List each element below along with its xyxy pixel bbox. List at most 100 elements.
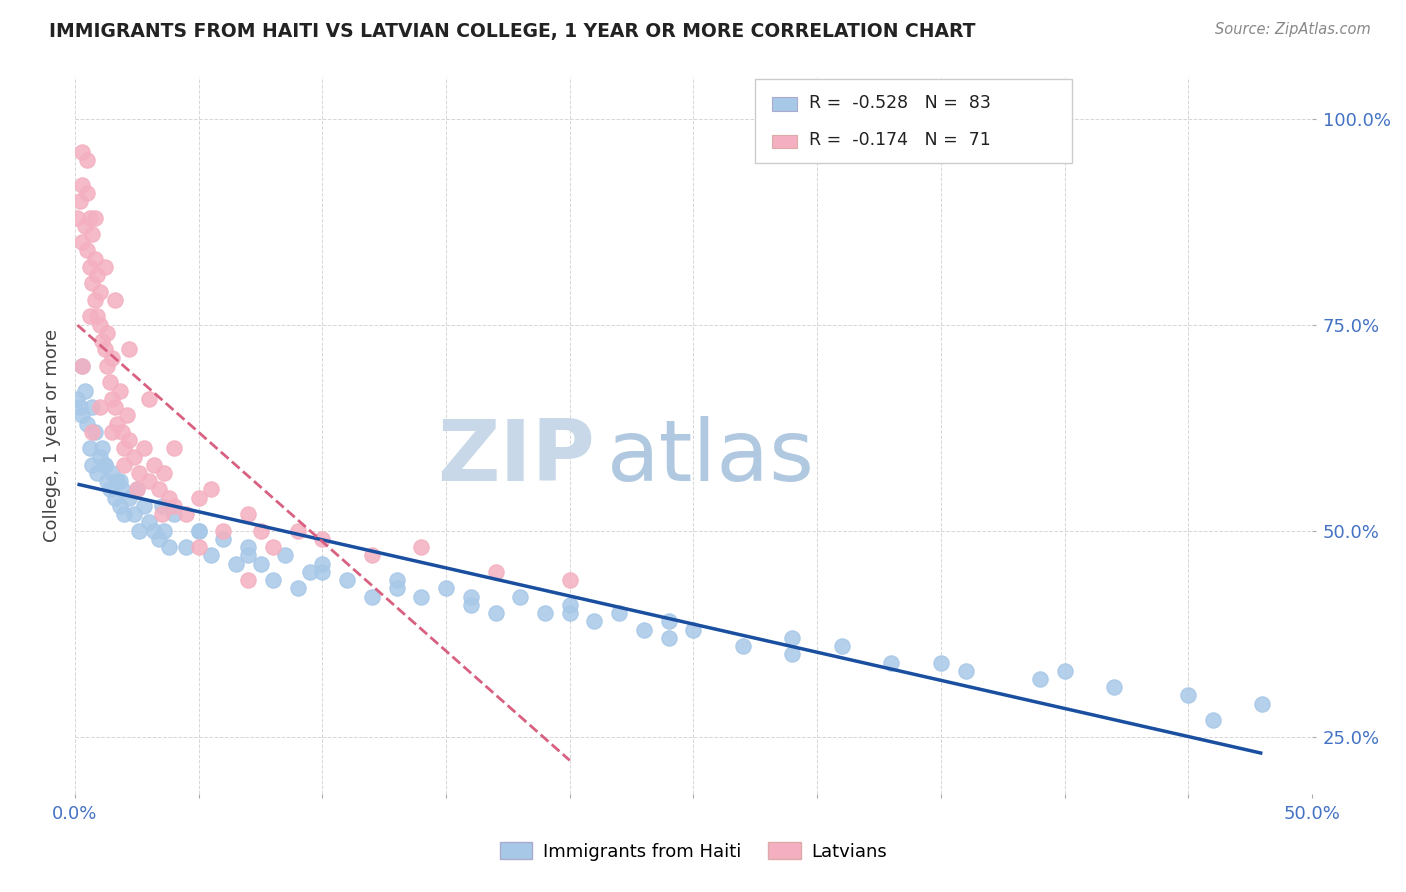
Point [880,656,903,670]
Point [249,557,271,571]
Point [114,458,136,472]
Point [558,606,581,620]
Point [238,573,260,587]
Point [187,491,209,505]
Point [125,483,148,497]
Point [157,491,180,505]
Text: Source: ZipAtlas.com: Source: ZipAtlas.com [1215,22,1371,37]
Point [114,442,136,456]
Point [69,194,91,208]
Point [115,409,138,423]
Point [72,235,94,250]
Point [82,277,104,291]
Point [163,507,186,521]
Legend: Immigrants from Haiti, Latvians: Immigrants from Haiti, Latvians [492,835,894,868]
Point [118,491,141,505]
Point [72,145,94,159]
Point [89,450,111,464]
Point [1053,664,1076,678]
Point [73,384,96,398]
Point [93,458,115,472]
Point [558,598,581,612]
Point [262,540,284,554]
Point [72,359,94,373]
Point [89,400,111,414]
Point [484,565,506,579]
Point [607,606,630,620]
Point [1251,697,1274,711]
Point [79,442,101,456]
Point [114,507,136,521]
Point [1029,672,1052,686]
Point [76,153,98,167]
Point [143,524,166,538]
Point [298,565,321,579]
Point [82,425,104,439]
Point [82,400,104,414]
Point [558,573,581,587]
Point [138,474,160,488]
Point [200,549,222,563]
Point [157,540,180,554]
Text: ZIP: ZIP [437,416,595,499]
Point [225,557,247,571]
Point [86,268,108,283]
Point [82,227,104,241]
Point [658,615,681,629]
Point [69,400,91,414]
Point [98,376,121,390]
Point [111,483,134,497]
Point [101,466,124,480]
Point [91,442,114,456]
Point [72,409,94,423]
Point [163,442,186,456]
Point [125,483,148,497]
Point [782,647,804,661]
Point [583,615,606,629]
Point [66,211,89,225]
Point [360,590,382,604]
Point [212,524,235,538]
Point [1202,713,1225,727]
Point [93,458,115,472]
Point [93,260,115,274]
Point [98,483,121,497]
Point [96,326,118,340]
Point [238,507,260,521]
Point [460,590,482,604]
Point [411,540,433,554]
Point [311,565,333,579]
Point [176,507,198,521]
Point [111,425,134,439]
Point [460,598,482,612]
Point [93,343,115,357]
Point [79,310,101,324]
Point [89,318,111,332]
Point [82,458,104,472]
Point [76,244,98,258]
Point [86,310,108,324]
Point [262,573,284,587]
Point [1177,689,1199,703]
Point [138,392,160,406]
Point [76,186,98,200]
Point [73,219,96,233]
Point [72,178,94,192]
Point [212,532,235,546]
Point [124,507,146,521]
Point [187,524,209,538]
Point [163,499,186,513]
Point [101,425,124,439]
Point [682,623,704,637]
Point [105,417,128,431]
Point [104,400,127,414]
Point [108,384,131,398]
Point [124,450,146,464]
Point [72,359,94,373]
Point [1102,680,1125,694]
Point [83,252,105,266]
Point [287,582,309,596]
Point [731,639,754,653]
Text: R =  -0.528   N =  83: R = -0.528 N = 83 [808,94,991,112]
Point [105,474,128,488]
